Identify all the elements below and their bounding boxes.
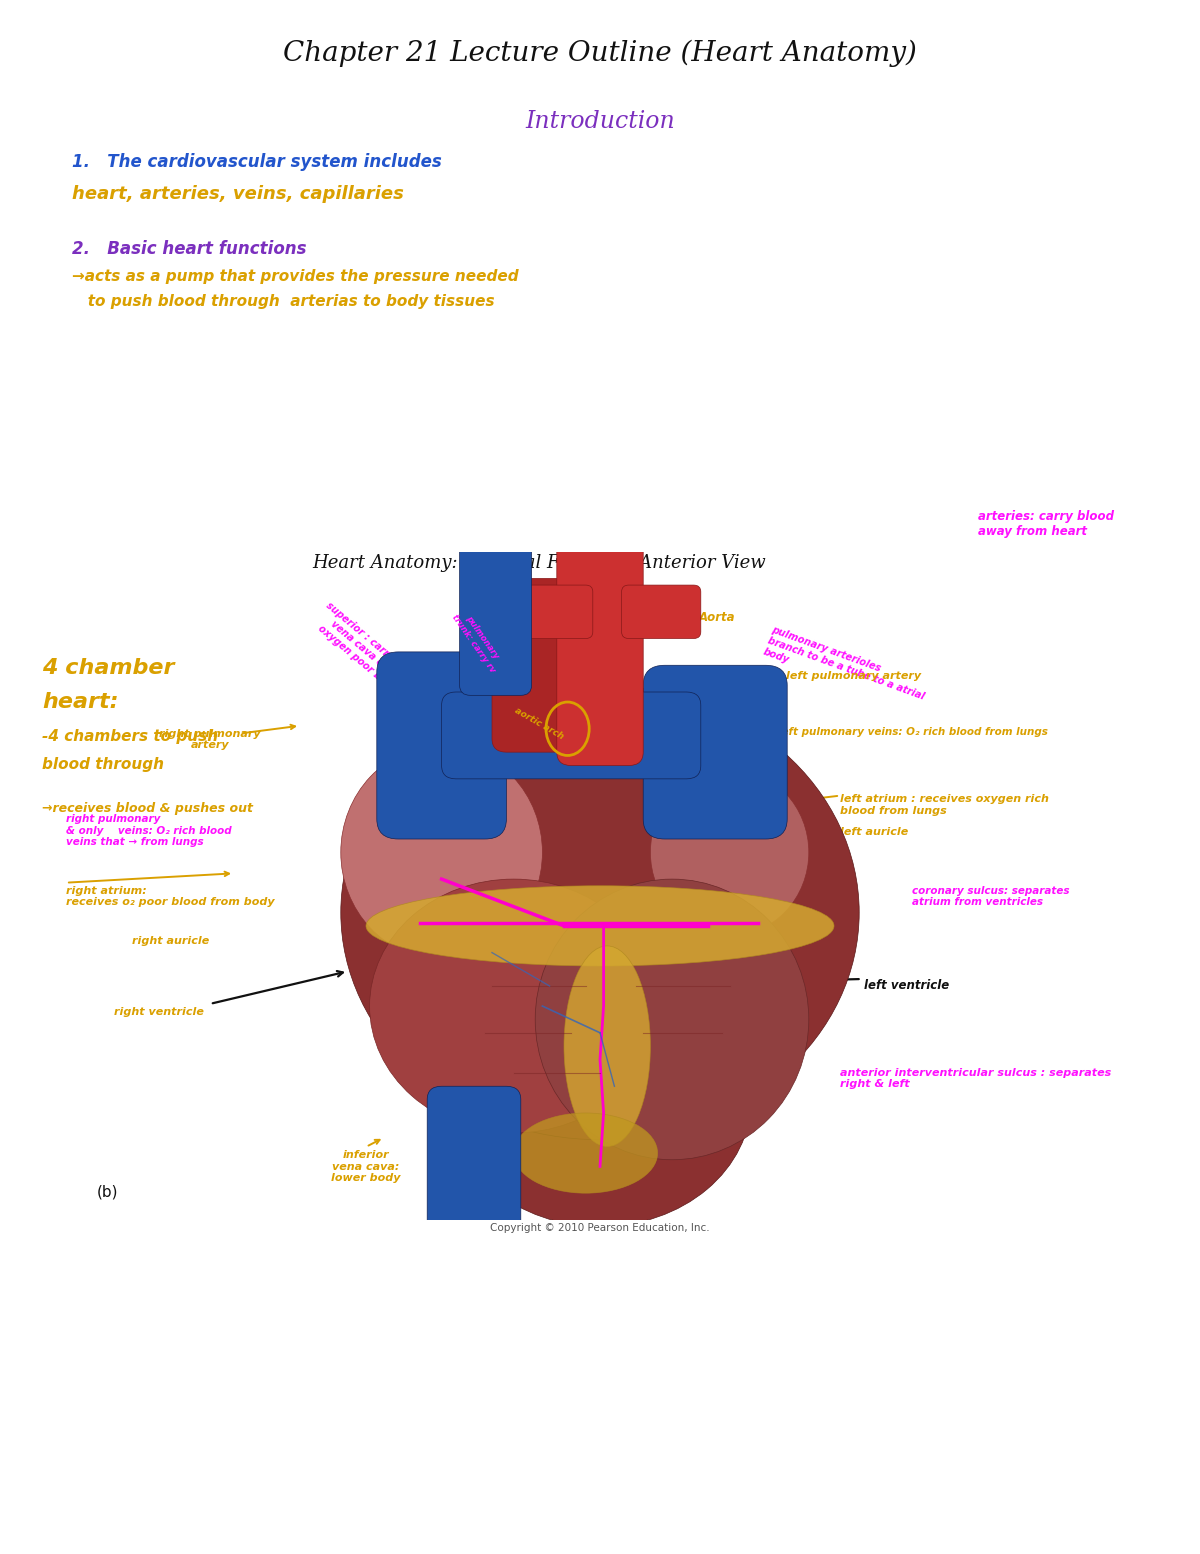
Text: anterior interventricular sulcus : separates
right & left: anterior interventricular sulcus : separ… — [840, 1068, 1111, 1089]
FancyBboxPatch shape — [442, 692, 701, 779]
Text: heart:: heart: — [42, 693, 119, 712]
Text: 4 chamber: 4 chamber — [42, 659, 174, 678]
Ellipse shape — [650, 769, 809, 936]
Text: arteries: carry blood
away from heart: arteries: carry blood away from heart — [978, 510, 1114, 538]
Ellipse shape — [564, 946, 650, 1147]
Text: left pulmonary veins: O₂ rich blood from lungs: left pulmonary veins: O₂ rich blood from… — [778, 727, 1048, 737]
Text: -4 chambers to push: -4 chambers to push — [42, 729, 218, 744]
Text: right atrium:
receives o₂ poor blood from body: right atrium: receives o₂ poor blood fro… — [66, 886, 275, 908]
Text: inferior
vena cava:
lower body: inferior vena cava: lower body — [331, 1150, 401, 1183]
Text: right ventricle: right ventricle — [114, 1007, 204, 1016]
Text: right pulmonary
& only    veins: O₂ rich blood
veins that → from lungs: right pulmonary & only veins: O₂ rich bl… — [66, 814, 232, 847]
Ellipse shape — [341, 685, 859, 1139]
Text: superior : carry/upper
vena cava chest
oxygen poor blood: superior : carry/upper vena cava chest o… — [310, 600, 422, 702]
Text: 2.   Basic heart functions: 2. Basic heart functions — [72, 239, 306, 258]
Text: coronary sulcus: separates
atrium from ventricles: coronary sulcus: separates atrium from v… — [912, 886, 1069, 908]
Text: left auricle: left auricle — [840, 827, 908, 836]
FancyBboxPatch shape — [499, 586, 593, 639]
Ellipse shape — [449, 973, 751, 1226]
Text: →receives blood & pushes out: →receives blood & pushes out — [42, 802, 253, 814]
Text: left atrium : receives oxygen rich
blood from lungs: left atrium : receives oxygen rich blood… — [840, 794, 1049, 816]
Text: blood through: blood through — [42, 757, 164, 772]
FancyBboxPatch shape — [460, 542, 532, 695]
Ellipse shape — [514, 1113, 658, 1193]
Ellipse shape — [341, 746, 542, 959]
FancyBboxPatch shape — [622, 586, 701, 639]
Text: aortic arch: aortic arch — [512, 706, 565, 741]
FancyBboxPatch shape — [643, 665, 787, 839]
Text: Copyright © 2010 Pearson Education, Inc.: Copyright © 2010 Pearson Education, Inc. — [490, 1223, 710, 1232]
Text: right pulmonary
artery: right pulmonary artery — [160, 729, 260, 751]
Text: Heart Anatomy: External Features: Anterior View: Heart Anatomy: External Features: Anteri… — [312, 553, 766, 572]
Text: Introduction: Introduction — [526, 110, 674, 132]
FancyBboxPatch shape — [377, 653, 506, 839]
Text: (b): (b) — [97, 1184, 119, 1200]
Text: pulmonary
trunk: carry rv: pulmonary trunk: carry rv — [450, 606, 505, 674]
Text: heart, arteries, veins, capillaries: heart, arteries, veins, capillaries — [72, 185, 404, 204]
Text: →acts as a pump that provides the pressure needed: →acts as a pump that provides the pressu… — [72, 269, 518, 284]
Text: Aorta: Aorta — [698, 611, 734, 623]
Text: apex: apex — [650, 1189, 682, 1201]
Text: pulmonary
trunk: carry rv: pulmonary trunk: carry rv — [486, 746, 558, 825]
Text: left ventricle: left ventricle — [864, 979, 949, 991]
Text: left pulmonary artery: left pulmonary artery — [786, 671, 922, 681]
Text: aortic arch: aortic arch — [505, 687, 563, 732]
Text: Chapter 21 Lecture Outline (Heart Anatomy): Chapter 21 Lecture Outline (Heart Anatom… — [283, 39, 917, 67]
FancyBboxPatch shape — [557, 538, 643, 766]
Text: pulmonary arterioles
branch to be a tube to a atrial
body: pulmonary arterioles branch to be a tube… — [762, 625, 929, 713]
Ellipse shape — [535, 880, 809, 1159]
Ellipse shape — [366, 886, 834, 967]
Ellipse shape — [370, 880, 658, 1133]
Text: right auricle: right auricle — [132, 936, 209, 945]
FancyBboxPatch shape — [492, 578, 586, 752]
Text: to push blood through  arterias to body tissues: to push blood through arterias to body t… — [72, 294, 494, 309]
FancyBboxPatch shape — [427, 1086, 521, 1234]
Text: 1.   The cardiovascular system includes: 1. The cardiovascular system includes — [72, 152, 442, 171]
